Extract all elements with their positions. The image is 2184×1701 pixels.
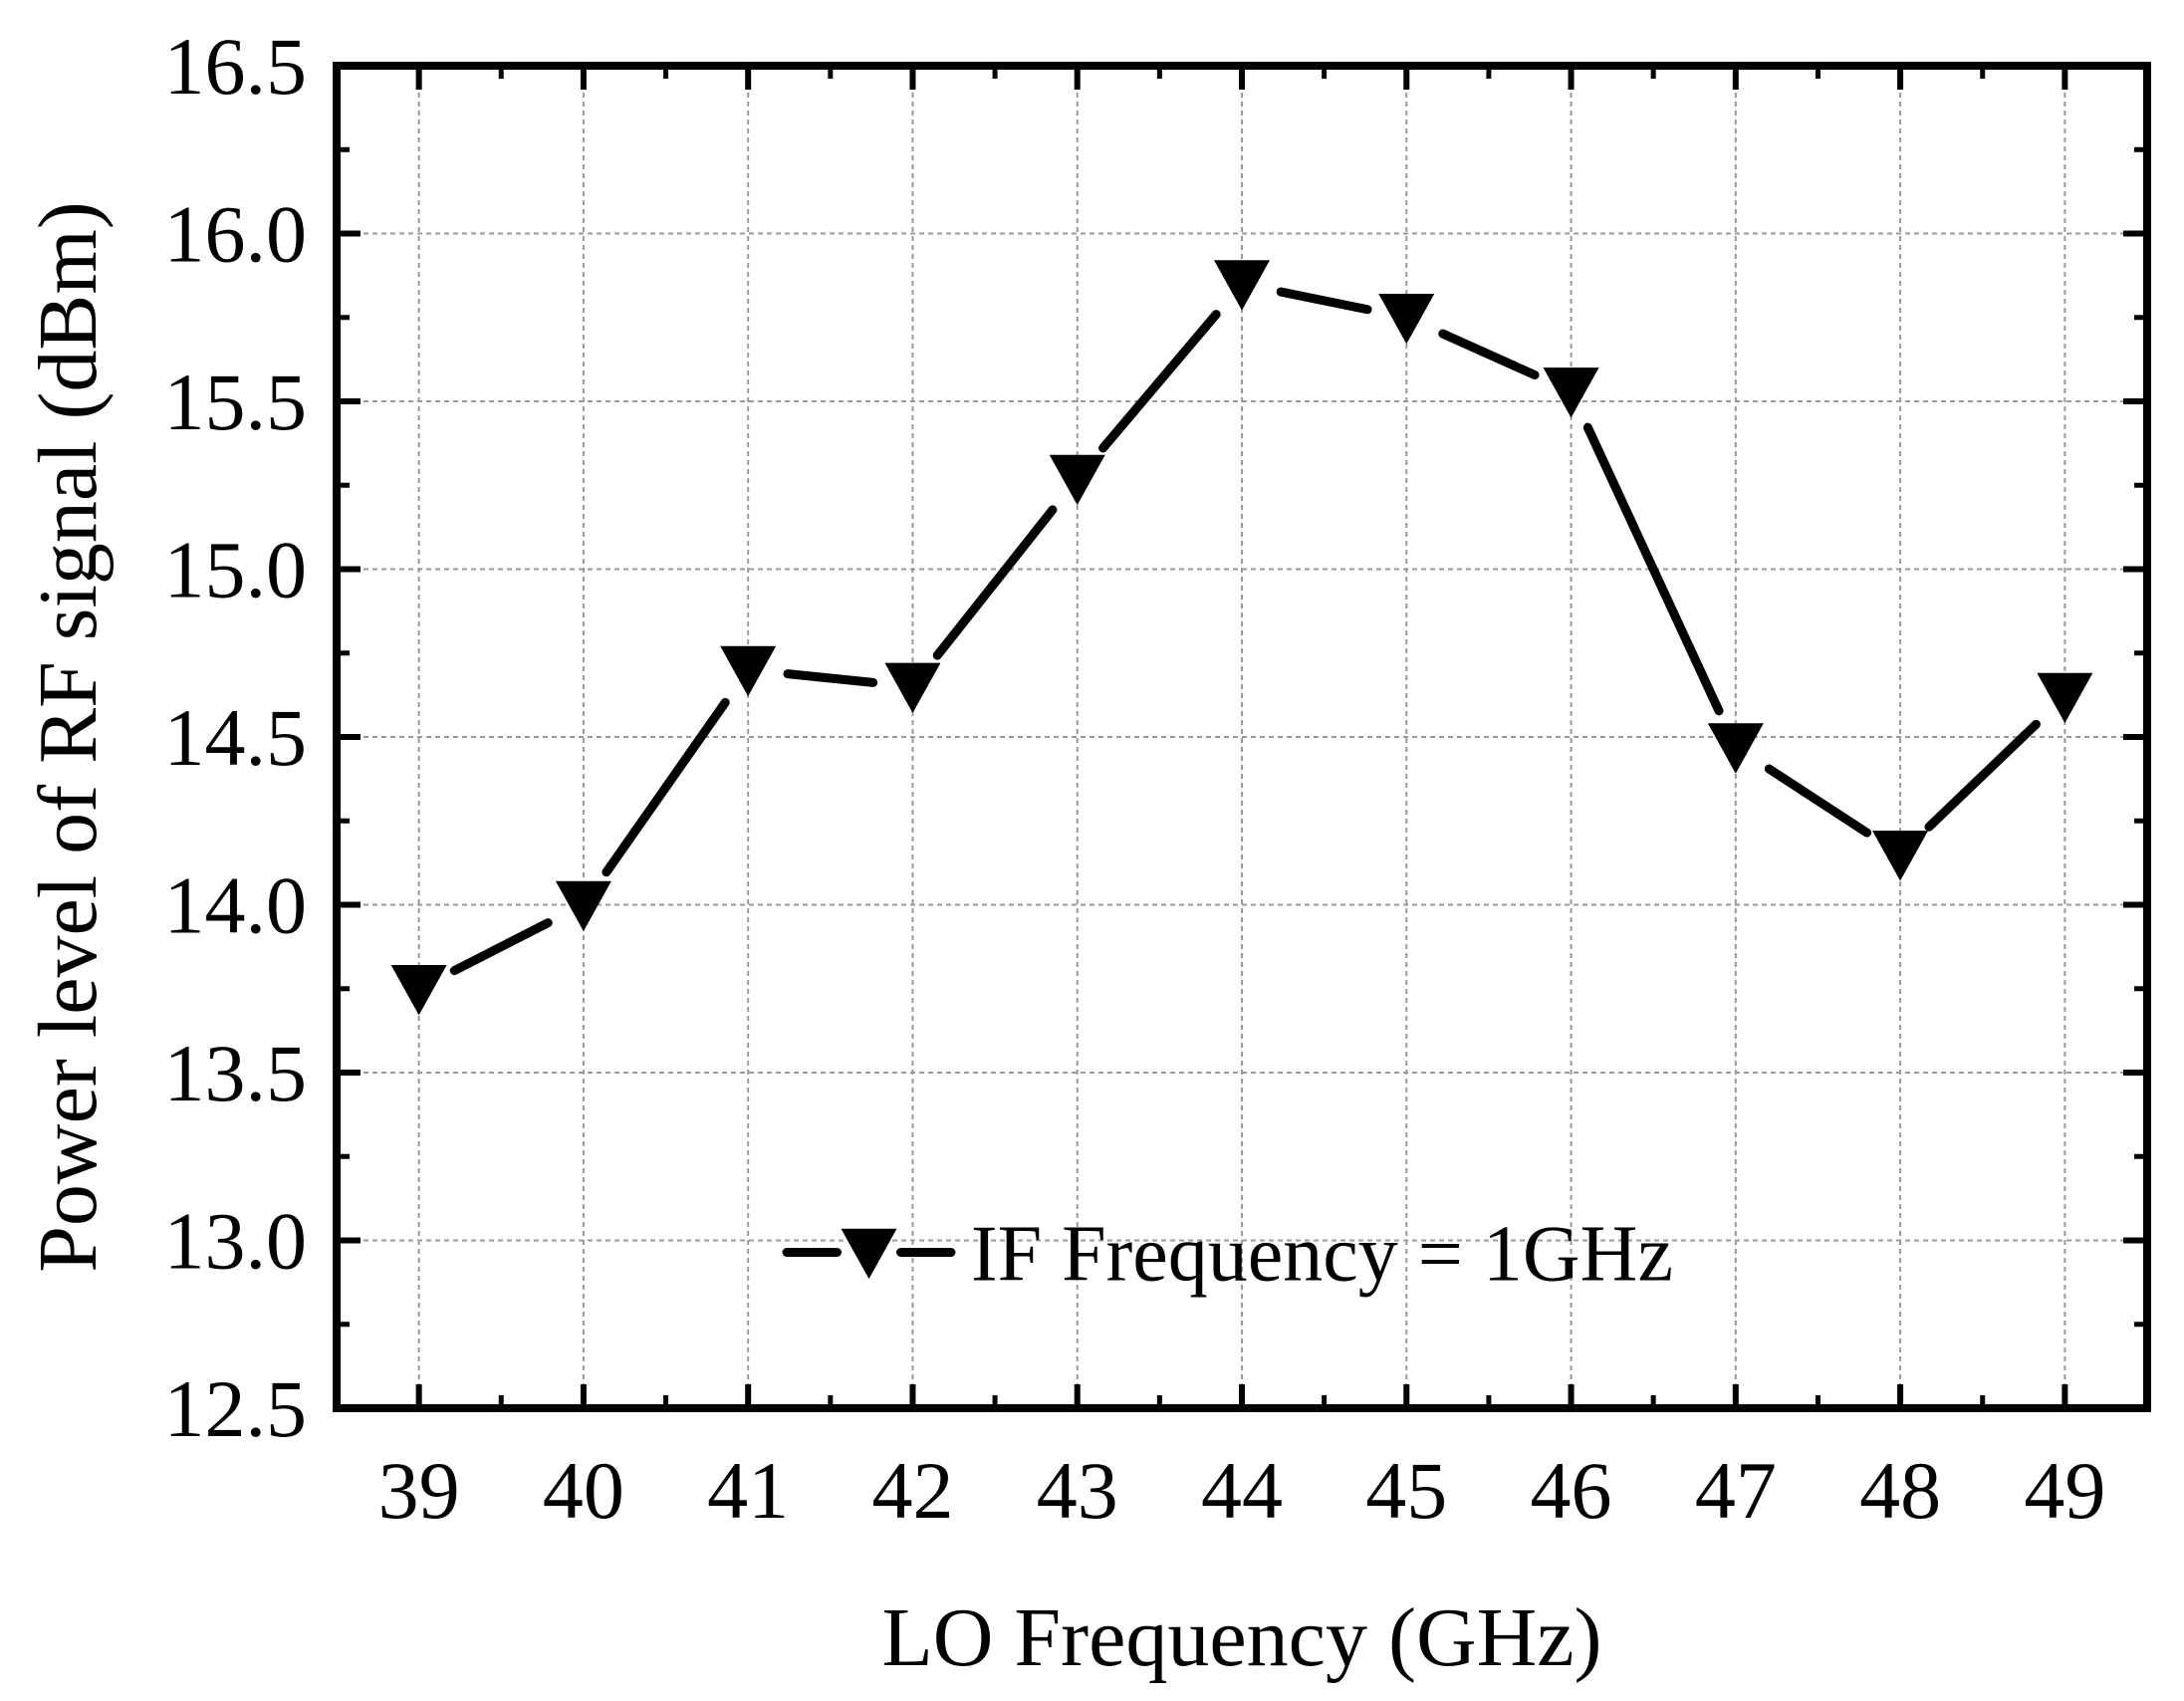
y-tick-label: 14.5 [164, 692, 308, 783]
series-line-segment [602, 697, 730, 877]
series-line-segment [1582, 422, 1724, 716]
series-line-segment [449, 918, 553, 976]
series-line-segment [1764, 764, 1872, 838]
data-point-marker [390, 964, 447, 1016]
x-tick-label: 46 [1531, 1445, 1612, 1536]
series-line-segment [1098, 310, 1221, 453]
data-point-marker [720, 645, 777, 697]
series-line-segment [932, 505, 1058, 660]
data-point-marker [1214, 260, 1270, 311]
series-line-segment [1924, 719, 2041, 832]
x-tick-label: 41 [707, 1445, 789, 1536]
y-tick-label: 12.5 [164, 1363, 308, 1454]
x-tick-label: 42 [871, 1445, 953, 1536]
y-tick-label: 13.5 [164, 1028, 308, 1118]
data-point-marker [1049, 454, 1105, 506]
y-tick-labels: 12.5 13.0 13.5 14.0 14.5 15.0 15.5 16.0 16.5 [164, 21, 308, 1454]
data-markers [390, 260, 2093, 1016]
x-tick-label: 39 [378, 1445, 460, 1536]
x-tick-label: 43 [1037, 1445, 1118, 1536]
y-tick-label: 14.0 [164, 860, 308, 951]
x-tick-label: 40 [543, 1445, 624, 1536]
x-tick-label: 44 [1201, 1445, 1283, 1536]
data-point-marker [1543, 367, 1599, 418]
y-axis-title: Power level of RF signal (dBm) [22, 201, 115, 1273]
data-point-marker [884, 662, 941, 714]
x-tick-label: 47 [1695, 1445, 1777, 1536]
y-tick-label: 15.5 [164, 357, 308, 447]
y-tick-label: 16.5 [164, 21, 308, 112]
series-line-segment [1438, 329, 1540, 380]
data-point-marker [1378, 293, 1435, 345]
data-point-marker [555, 880, 611, 932]
data-point-marker [2037, 672, 2093, 724]
x-axis-title: LO Frequency (GHz) [881, 1591, 1601, 1684]
y-tick-label: 15.0 [164, 525, 308, 615]
data-point-marker [1707, 723, 1764, 774]
series-line-segment [783, 669, 878, 687]
plot-frame [333, 62, 2151, 1412]
y-tick-label: 13.0 [164, 1196, 308, 1287]
x-tick-label: 48 [1859, 1445, 1941, 1536]
x-tick-labels: 39 40 41 42 43 44 45 46 47 48 49 [378, 1445, 2106, 1536]
data-series [449, 287, 2041, 976]
legend: IF Frequency = 1GHz [782, 1211, 1673, 1299]
legend-label: IF Frequency = 1GHz [971, 1211, 1673, 1299]
legend-marker-icon [841, 1228, 897, 1280]
x-tick-label: 45 [1365, 1445, 1447, 1536]
series-line-segment [1276, 287, 1372, 315]
y-tick-label: 16.0 [164, 189, 308, 280]
x-tick-label: 49 [2024, 1445, 2105, 1536]
data-point-marker [1872, 831, 1929, 881]
grid-lines [337, 66, 2147, 1408]
